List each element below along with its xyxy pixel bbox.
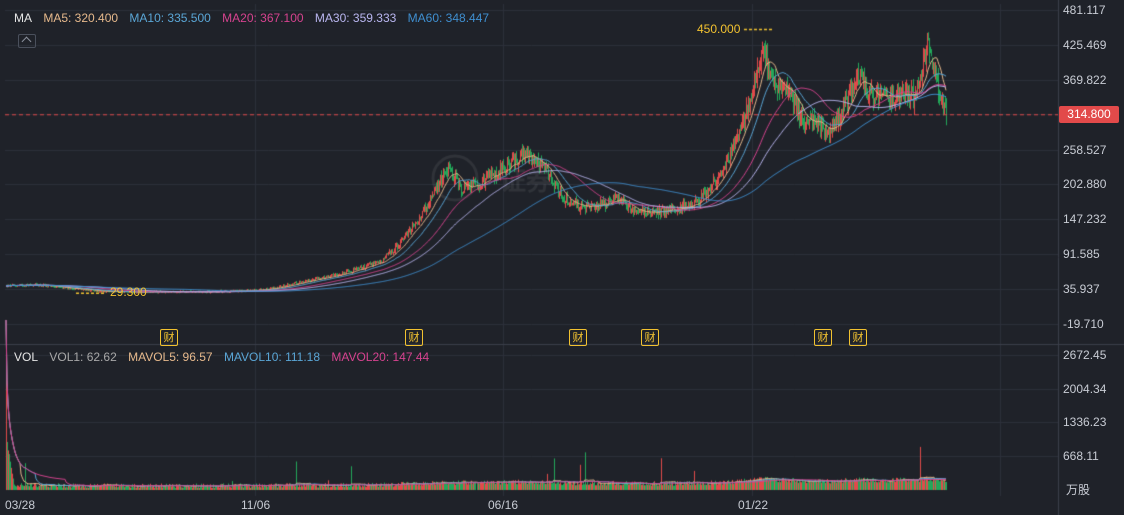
volume-axis-tick: 1336.23	[1063, 415, 1107, 430]
ma-legend-title: MA	[14, 11, 32, 25]
price-axis-tick: 369.822	[1063, 72, 1107, 87]
time-axis-tick: 06/16	[488, 498, 519, 512]
time-axis-tick: 01/22	[738, 498, 769, 512]
mavol20-label: MAVOL20: 147.44	[331, 350, 430, 364]
earnings-event-marker[interactable]: 财	[405, 329, 423, 346]
price-axis-tick: 91.585	[1063, 247, 1100, 262]
ma-legend: MA MA5: 320.400 MA10: 335.500 MA20: 367.…	[14, 11, 497, 25]
low-annotation: 29.300	[110, 285, 147, 300]
earnings-event-marker[interactable]: 财	[849, 329, 867, 346]
price-axis-tick: 35.937	[1063, 282, 1100, 297]
price-axis-tick: 202.880	[1063, 177, 1107, 192]
time-axis-tick: 11/06	[241, 498, 271, 512]
volume-unit-label: 万股	[1066, 483, 1091, 497]
vol-legend: VOL VOL1: 62.62 MAVOL5: 96.57 MAVOL10: 1…	[14, 350, 437, 364]
price-axis-tick: -19.710	[1063, 317, 1104, 331]
collapse-toggle-icon[interactable]	[18, 34, 36, 48]
ma5-label: MA5: 320.400	[43, 11, 119, 25]
ma60-label: MA60: 348.447	[407, 11, 490, 25]
volume-axis-tick: 2004.34	[1063, 381, 1107, 396]
ma30-label: MA30: 359.333	[314, 11, 397, 25]
high-annotation: 450.000	[697, 21, 741, 36]
time-axis-tick: 03/28	[5, 498, 36, 512]
volume-axis-tick: 2672.45	[1063, 348, 1107, 362]
volume-axis-tick: 668.11	[1063, 449, 1099, 464]
current-price-tag[interactable]: 314.800	[1059, 106, 1119, 124]
vol-legend-title: VOL	[14, 350, 39, 364]
price-axis-tick: 258.527	[1063, 142, 1107, 157]
earnings-event-marker[interactable]: 财	[641, 329, 659, 346]
mavol5-label: MAVOL5: 96.57	[128, 350, 213, 364]
earnings-event-marker[interactable]: 财	[569, 329, 587, 346]
earnings-event-marker[interactable]: 财	[160, 329, 178, 346]
ma10-label: MA10: 335.500	[129, 11, 211, 25]
earnings-event-marker[interactable]: 财	[814, 329, 832, 346]
price-axis-tick: 481.117	[1063, 3, 1106, 17]
ma20-label: MA20: 367.100	[222, 11, 304, 25]
price-axis-tick: 425.469	[1063, 37, 1107, 52]
mavol10-label: MAVOL10: 111.18	[223, 350, 320, 364]
vol1-label: VOL1: 62.62	[49, 350, 117, 364]
price-axis-tick: 147.232	[1063, 212, 1107, 227]
